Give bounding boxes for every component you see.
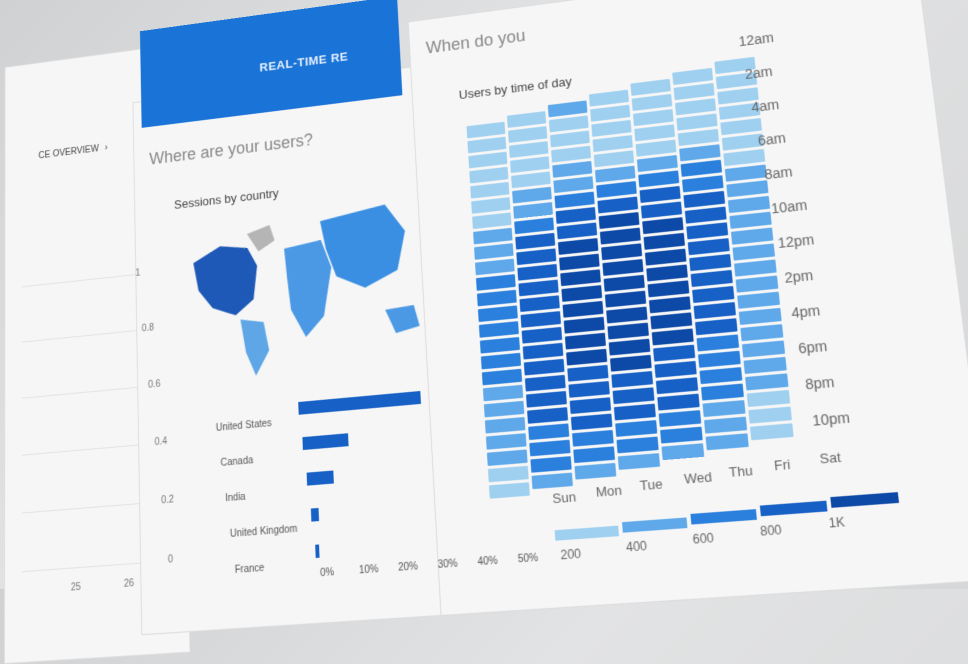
x-tick-label: 25	[71, 582, 81, 594]
australia-region	[385, 304, 420, 334]
asia-region	[320, 202, 408, 292]
europe-africa-region	[284, 239, 334, 339]
country-label: India	[225, 492, 246, 505]
x-tick-label: 20%	[398, 561, 418, 574]
legend-label: 400	[626, 538, 648, 554]
y-tick-label: 0	[168, 554, 173, 565]
world-map	[183, 191, 431, 387]
x-tick-label: 40%	[477, 555, 498, 568]
hour-label: 10pm	[811, 409, 850, 429]
dashboard-scene: REAL-TIME RE CE OVERVIEW › 1 0.8 0.6 0.4 0.2…	[38, 0, 968, 629]
realtime-report-label: REAL-TIME RE	[259, 49, 348, 74]
hour-label: 8pm	[804, 373, 835, 392]
x-tick-label: 10%	[359, 564, 379, 577]
y-tick-label: 0.4	[154, 436, 167, 448]
y-tick-label: 0.2	[161, 494, 174, 506]
hour-label: 6am	[757, 130, 786, 149]
greenland-region	[247, 224, 275, 252]
hour-label: 2pm	[784, 267, 814, 286]
day-label: Wed	[683, 469, 712, 487]
day-label: Fri	[773, 456, 791, 473]
south-america-region	[240, 317, 270, 377]
country-label: France	[235, 563, 265, 576]
x-tick-label: 26	[124, 578, 134, 590]
legend-label: 800	[759, 522, 782, 539]
x-tick-label: 0%	[320, 567, 334, 579]
country-bar	[315, 544, 319, 558]
chevron-right-icon: ›	[105, 143, 108, 153]
x-tick-label: 30%	[437, 558, 458, 571]
hour-label: 4am	[751, 96, 780, 115]
legend-label: 600	[692, 530, 714, 546]
hour-label: 6pm	[797, 338, 828, 357]
day-label: Thu	[728, 463, 753, 481]
day-label: Sun	[552, 489, 577, 506]
day-label: Mon	[595, 482, 622, 500]
legend-label: 200	[560, 546, 582, 562]
country-bar	[307, 470, 334, 485]
y-tick-label: 0.8	[142, 323, 155, 335]
legend-label: 1K	[828, 515, 846, 531]
hour-label: 4pm	[791, 302, 821, 321]
day-label: Sat	[819, 449, 842, 467]
y-tick-label: 1	[135, 268, 140, 279]
y-tick-label: 0.6	[148, 379, 161, 391]
x-tick-label: 50%	[518, 553, 539, 566]
day-label: Tue	[639, 476, 663, 493]
north-america-region	[193, 242, 259, 319]
hour-label: 8am	[764, 164, 794, 183]
country-bar	[311, 508, 319, 522]
